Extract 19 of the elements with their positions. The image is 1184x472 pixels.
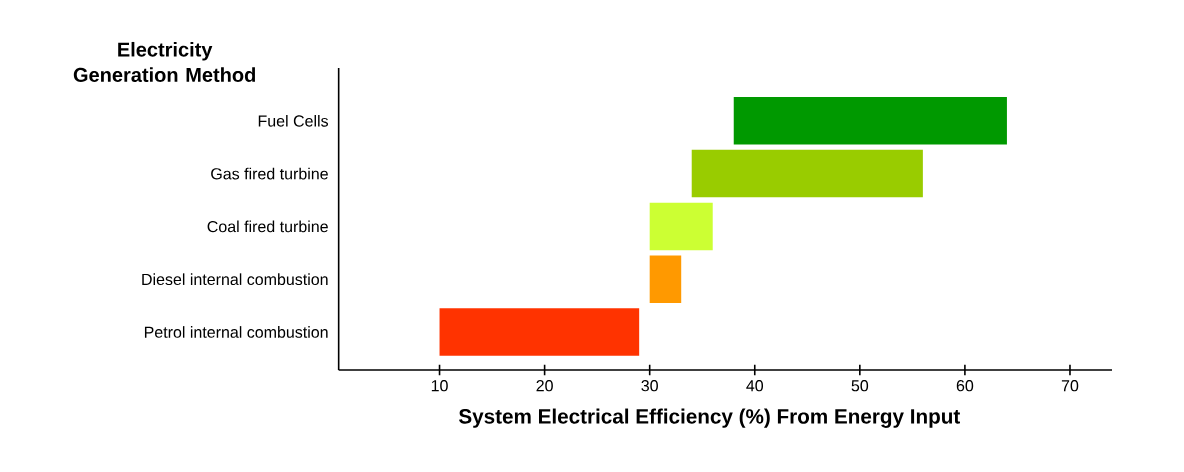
- x-tick-label: 60: [956, 380, 974, 392]
- bar: [439, 308, 640, 356]
- bar: [733, 97, 1007, 145]
- bar: [649, 202, 713, 251]
- bar: [649, 255, 682, 303]
- y-axis-title: Electricity Generation Method: [73, 41, 256, 82]
- x-tick-label: 30: [641, 380, 658, 392]
- x-tick-label: 50: [851, 380, 869, 392]
- y-tick-label: Diesel internal combustion: [142, 273, 328, 286]
- y-tick-label: Gas fired turbine: [211, 167, 328, 180]
- y-tick-label: Petrol internal combustion: [144, 326, 328, 338]
- x-tick-label: 70: [1061, 380, 1079, 392]
- y-tick-label: Fuel Cells: [258, 114, 329, 127]
- x-tick-label: 10: [431, 380, 448, 392]
- x-tick-label: 20: [536, 380, 553, 392]
- x-tick-label: 40: [746, 380, 764, 392]
- bar: [691, 149, 923, 198]
- y-tick-label: Coal fired turbine: [207, 220, 328, 233]
- x-axis-title: System Electrical Efficiency (%) From Energy Input: [458, 408, 961, 428]
